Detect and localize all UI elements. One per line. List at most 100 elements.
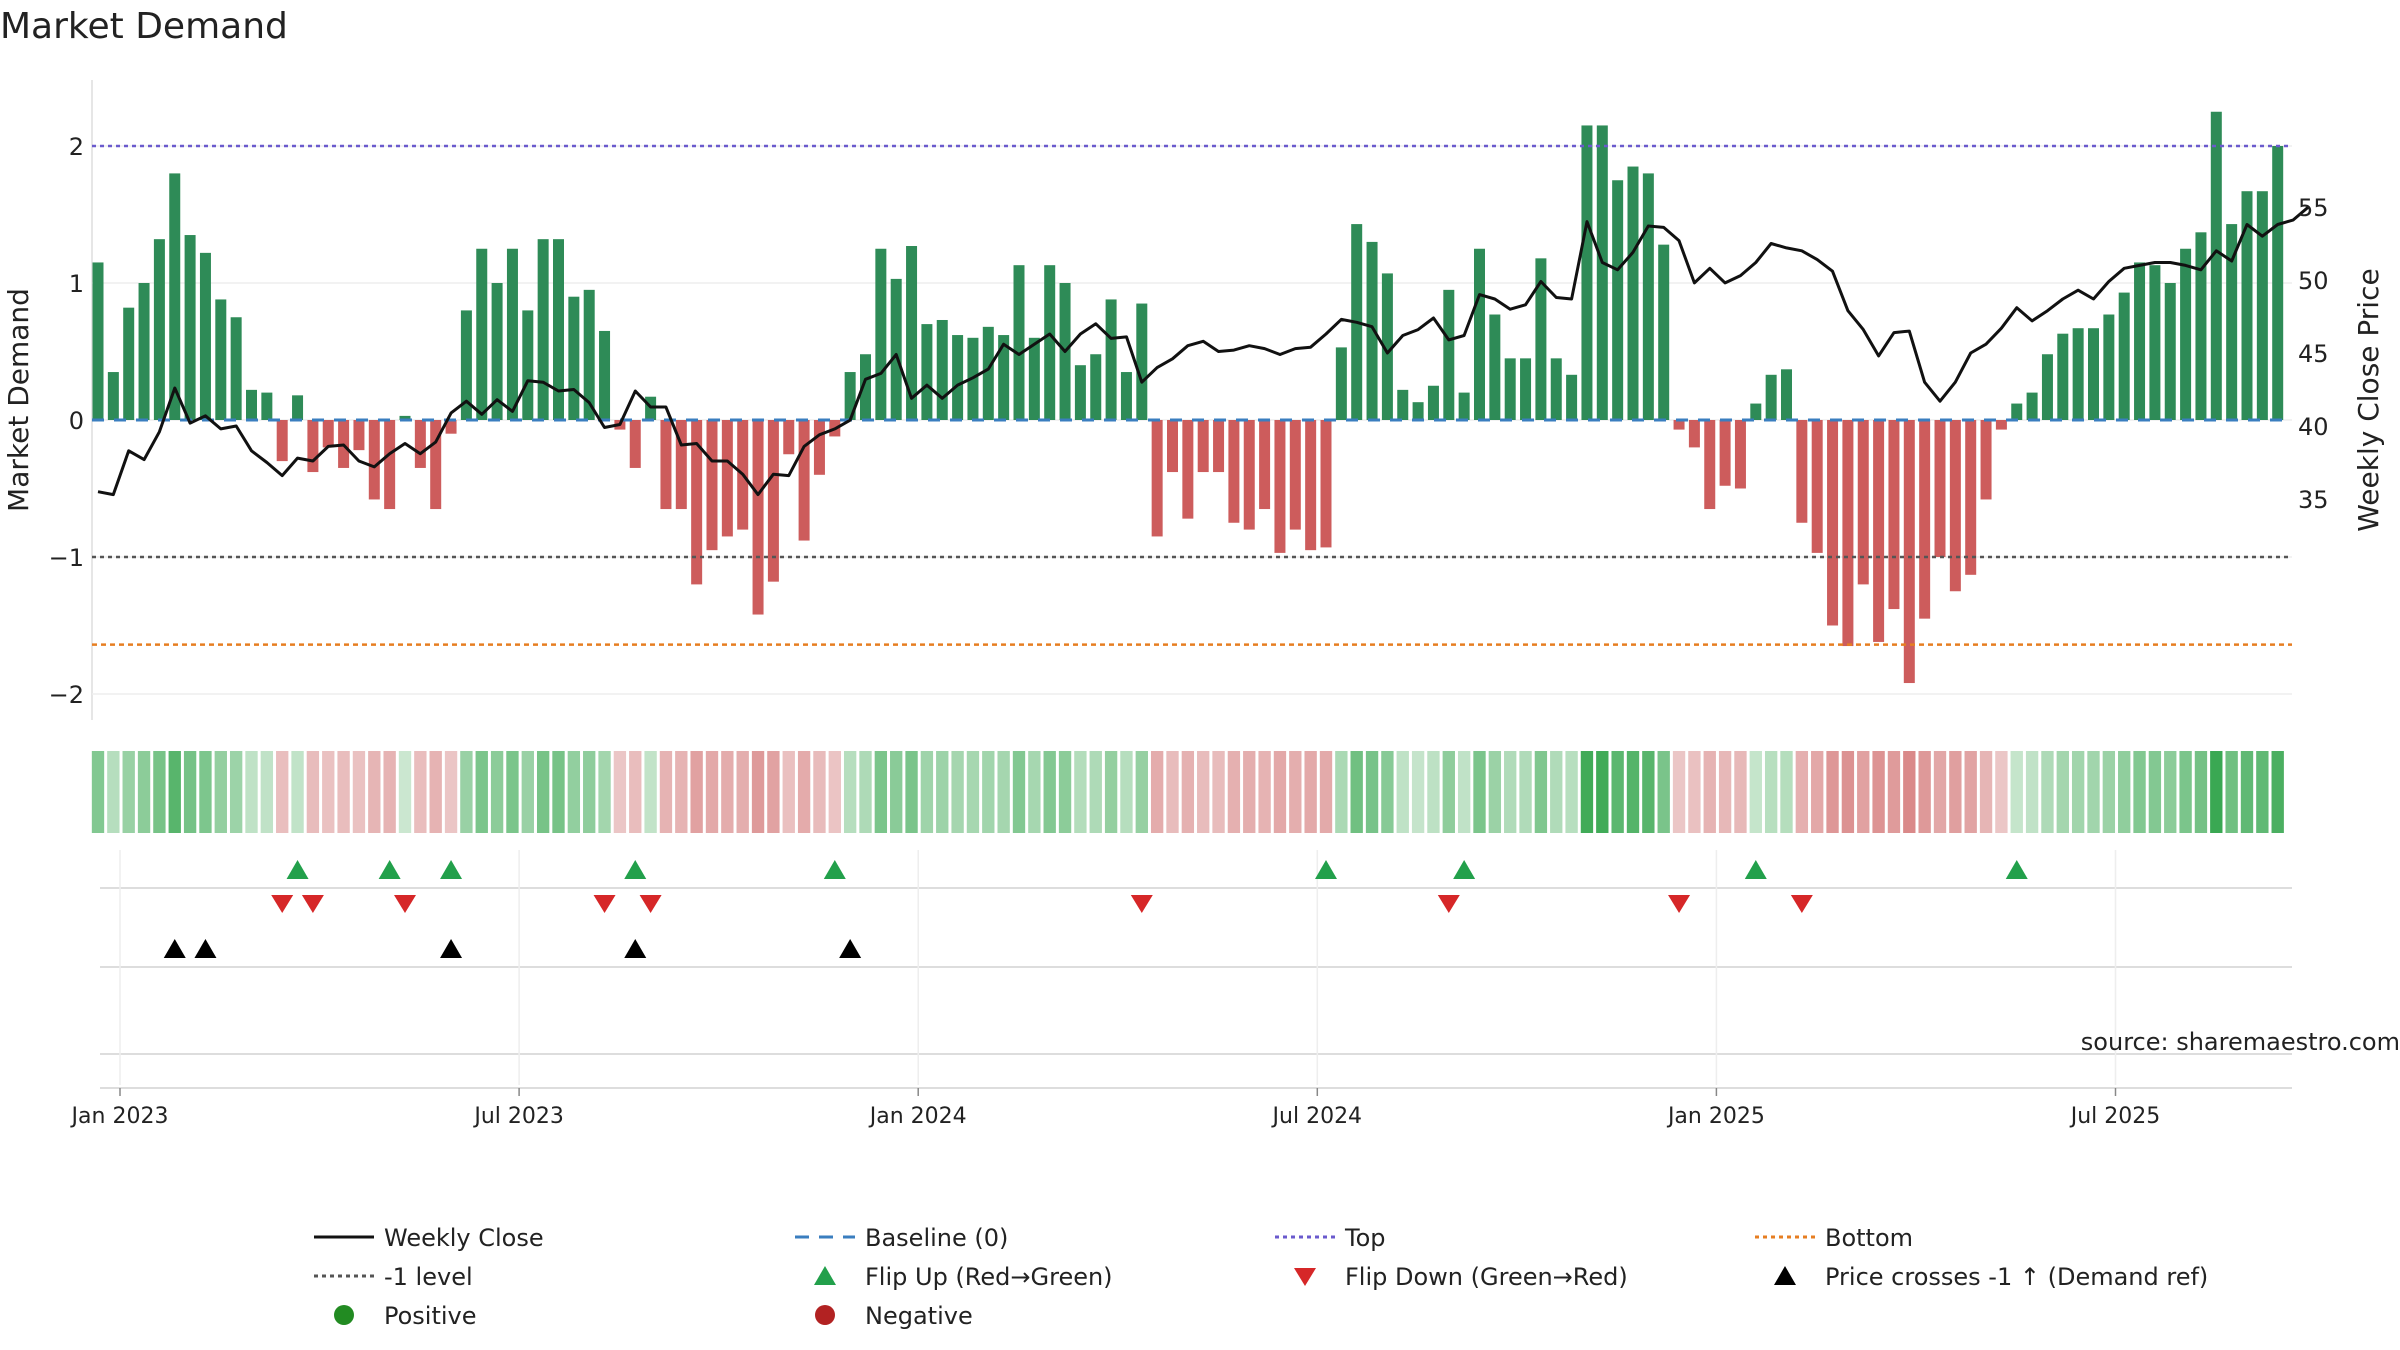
heat-cell-10 — [245, 751, 258, 833]
heat-cell-75 — [1243, 751, 1256, 833]
heat-cell-83 — [1365, 751, 1379, 833]
heat-cell-72 — [1197, 751, 1210, 833]
demand-bar-133 — [2134, 262, 2146, 420]
heat-cell-111 — [1795, 751, 1809, 833]
demand-bar-60 — [1013, 265, 1025, 420]
heat-cell-140 — [2240, 751, 2254, 833]
heat-cell-62 — [1043, 751, 1056, 833]
heat-cell-12 — [276, 751, 289, 833]
heat-cell-127 — [2041, 751, 2054, 833]
legend-item-1: Baseline (0) — [795, 1224, 1008, 1252]
heat-cell-23 — [444, 751, 458, 833]
demand-bar-83 — [1366, 241, 1378, 420]
demand-bar-50 — [860, 354, 871, 420]
heat-cell-110 — [1780, 751, 1793, 833]
heat-cell-29 — [536, 751, 550, 833]
flip-up-marker-6 — [1453, 860, 1476, 879]
heat-cell-130 — [2087, 751, 2100, 833]
demand-bar-1 — [107, 372, 119, 420]
x-tick-label-1: Jul 2023 — [472, 1104, 564, 1129]
heat-cell-35 — [629, 751, 642, 833]
demand-bar-116 — [1873, 420, 1885, 642]
price-cross-marker-1 — [194, 939, 217, 958]
heat-cell-37 — [659, 751, 673, 833]
heat-cell-73 — [1212, 751, 1225, 833]
demand-bar-54 — [921, 324, 933, 420]
heat-cell-31 — [567, 751, 581, 833]
demand-bar-117 — [1888, 420, 1900, 610]
demand-bar-92 — [1504, 358, 1516, 420]
demand-bar-14 — [307, 420, 319, 473]
heat-cell-32 — [583, 751, 596, 833]
legend-item-0: Weekly Close — [314, 1224, 544, 1252]
y-axis-label: Market Demand — [2, 288, 35, 512]
heat-cell-48 — [828, 751, 841, 833]
flip-up-marker-7 — [1744, 860, 1767, 879]
demand-bar-13 — [292, 395, 304, 420]
demand-bar-28 — [522, 310, 534, 420]
heat-cell-131 — [2102, 751, 2116, 833]
demand-bar-59 — [998, 335, 1010, 420]
demand-bar-129 — [2072, 328, 2084, 420]
demand-bar-94 — [1535, 258, 1547, 420]
heat-cell-40 — [705, 751, 719, 833]
y-axis-ticks: −2 −1 0 1 2 — [49, 133, 84, 709]
demand-bar-104 — [1688, 420, 1700, 448]
heat-cell-80 — [1319, 751, 1333, 833]
heat-cell-107 — [1734, 751, 1747, 833]
demand-bar-125 — [2011, 403, 2023, 420]
heat-cell-129 — [2071, 751, 2085, 833]
heat-cell-71 — [1181, 751, 1195, 833]
demand-bar-4 — [153, 239, 165, 420]
heat-cell-8 — [214, 751, 227, 833]
heat-cell-21 — [414, 751, 427, 833]
heat-cell-100 — [1626, 751, 1640, 833]
legend: Weekly Close Baseline (0) Top Bottom -1 leve… — [314, 1224, 2208, 1330]
legend-item-8: Positive — [334, 1302, 477, 1330]
flip-up-marker-0 — [286, 860, 309, 879]
demand-bar-128 — [2057, 333, 2069, 420]
heat-cell-132 — [2118, 751, 2131, 833]
demand-bar-127 — [2041, 354, 2053, 420]
demand-bar-41 — [721, 420, 733, 537]
demand-bar-98 — [1596, 125, 1608, 420]
demand-bar-130 — [2088, 328, 2099, 420]
demand-bar-5 — [169, 173, 181, 420]
legend-swatch-7 — [1774, 1266, 1796, 1285]
demand-bar-55 — [936, 319, 948, 420]
heat-cell-77 — [1273, 751, 1287, 833]
x-tick-label-4: Jan 2025 — [1666, 1104, 1765, 1129]
price-cross-marker-4 — [839, 939, 862, 958]
legend-label-8: Positive — [384, 1302, 477, 1330]
legend-item-6: Flip Down (Green→Red) — [1294, 1263, 1628, 1291]
demand-bar-100 — [1627, 166, 1639, 420]
flip-down-marker-2 — [394, 895, 416, 913]
heat-cell-38 — [675, 751, 688, 833]
heat-cell-104 — [1688, 751, 1701, 833]
legend-label-5: Flip Up (Red→Green) — [865, 1263, 1113, 1291]
demand-bar-56 — [952, 335, 964, 420]
legend-label-3: Bottom — [1825, 1224, 1913, 1252]
demand-bar-67 — [1120, 372, 1132, 420]
demand-bar-33 — [599, 330, 611, 420]
x-tick-label-0: Jan 2023 — [70, 1104, 169, 1129]
flip-down-marker-5 — [1130, 895, 1153, 913]
heat-cell-17 — [352, 751, 366, 833]
flip-down-marker-1 — [301, 895, 324, 913]
heat-cell-125 — [2010, 751, 2023, 833]
demand-bar-64 — [1074, 365, 1086, 420]
legend-label-4: -1 level — [384, 1263, 473, 1291]
demand-bar-107 — [1734, 420, 1746, 489]
heat-cell-46 — [797, 751, 811, 833]
heat-cell-108 — [1749, 751, 1762, 833]
legend-label-7: Price crosses -1 ↑ (Demand ref) — [1825, 1263, 2208, 1291]
y2-tick-label-4: 55 — [2298, 194, 2329, 222]
flip-up-marker-5 — [1315, 860, 1337, 879]
demand-bar-44 — [767, 420, 779, 582]
x-tick-label-3: Jul 2024 — [1271, 1104, 1363, 1129]
demand-bar-75 — [1243, 420, 1255, 530]
legend-label-1: Baseline (0) — [865, 1224, 1008, 1252]
heat-cell-52 — [890, 751, 903, 833]
heat-cell-18 — [368, 751, 381, 833]
heat-cell-98 — [1596, 751, 1609, 833]
